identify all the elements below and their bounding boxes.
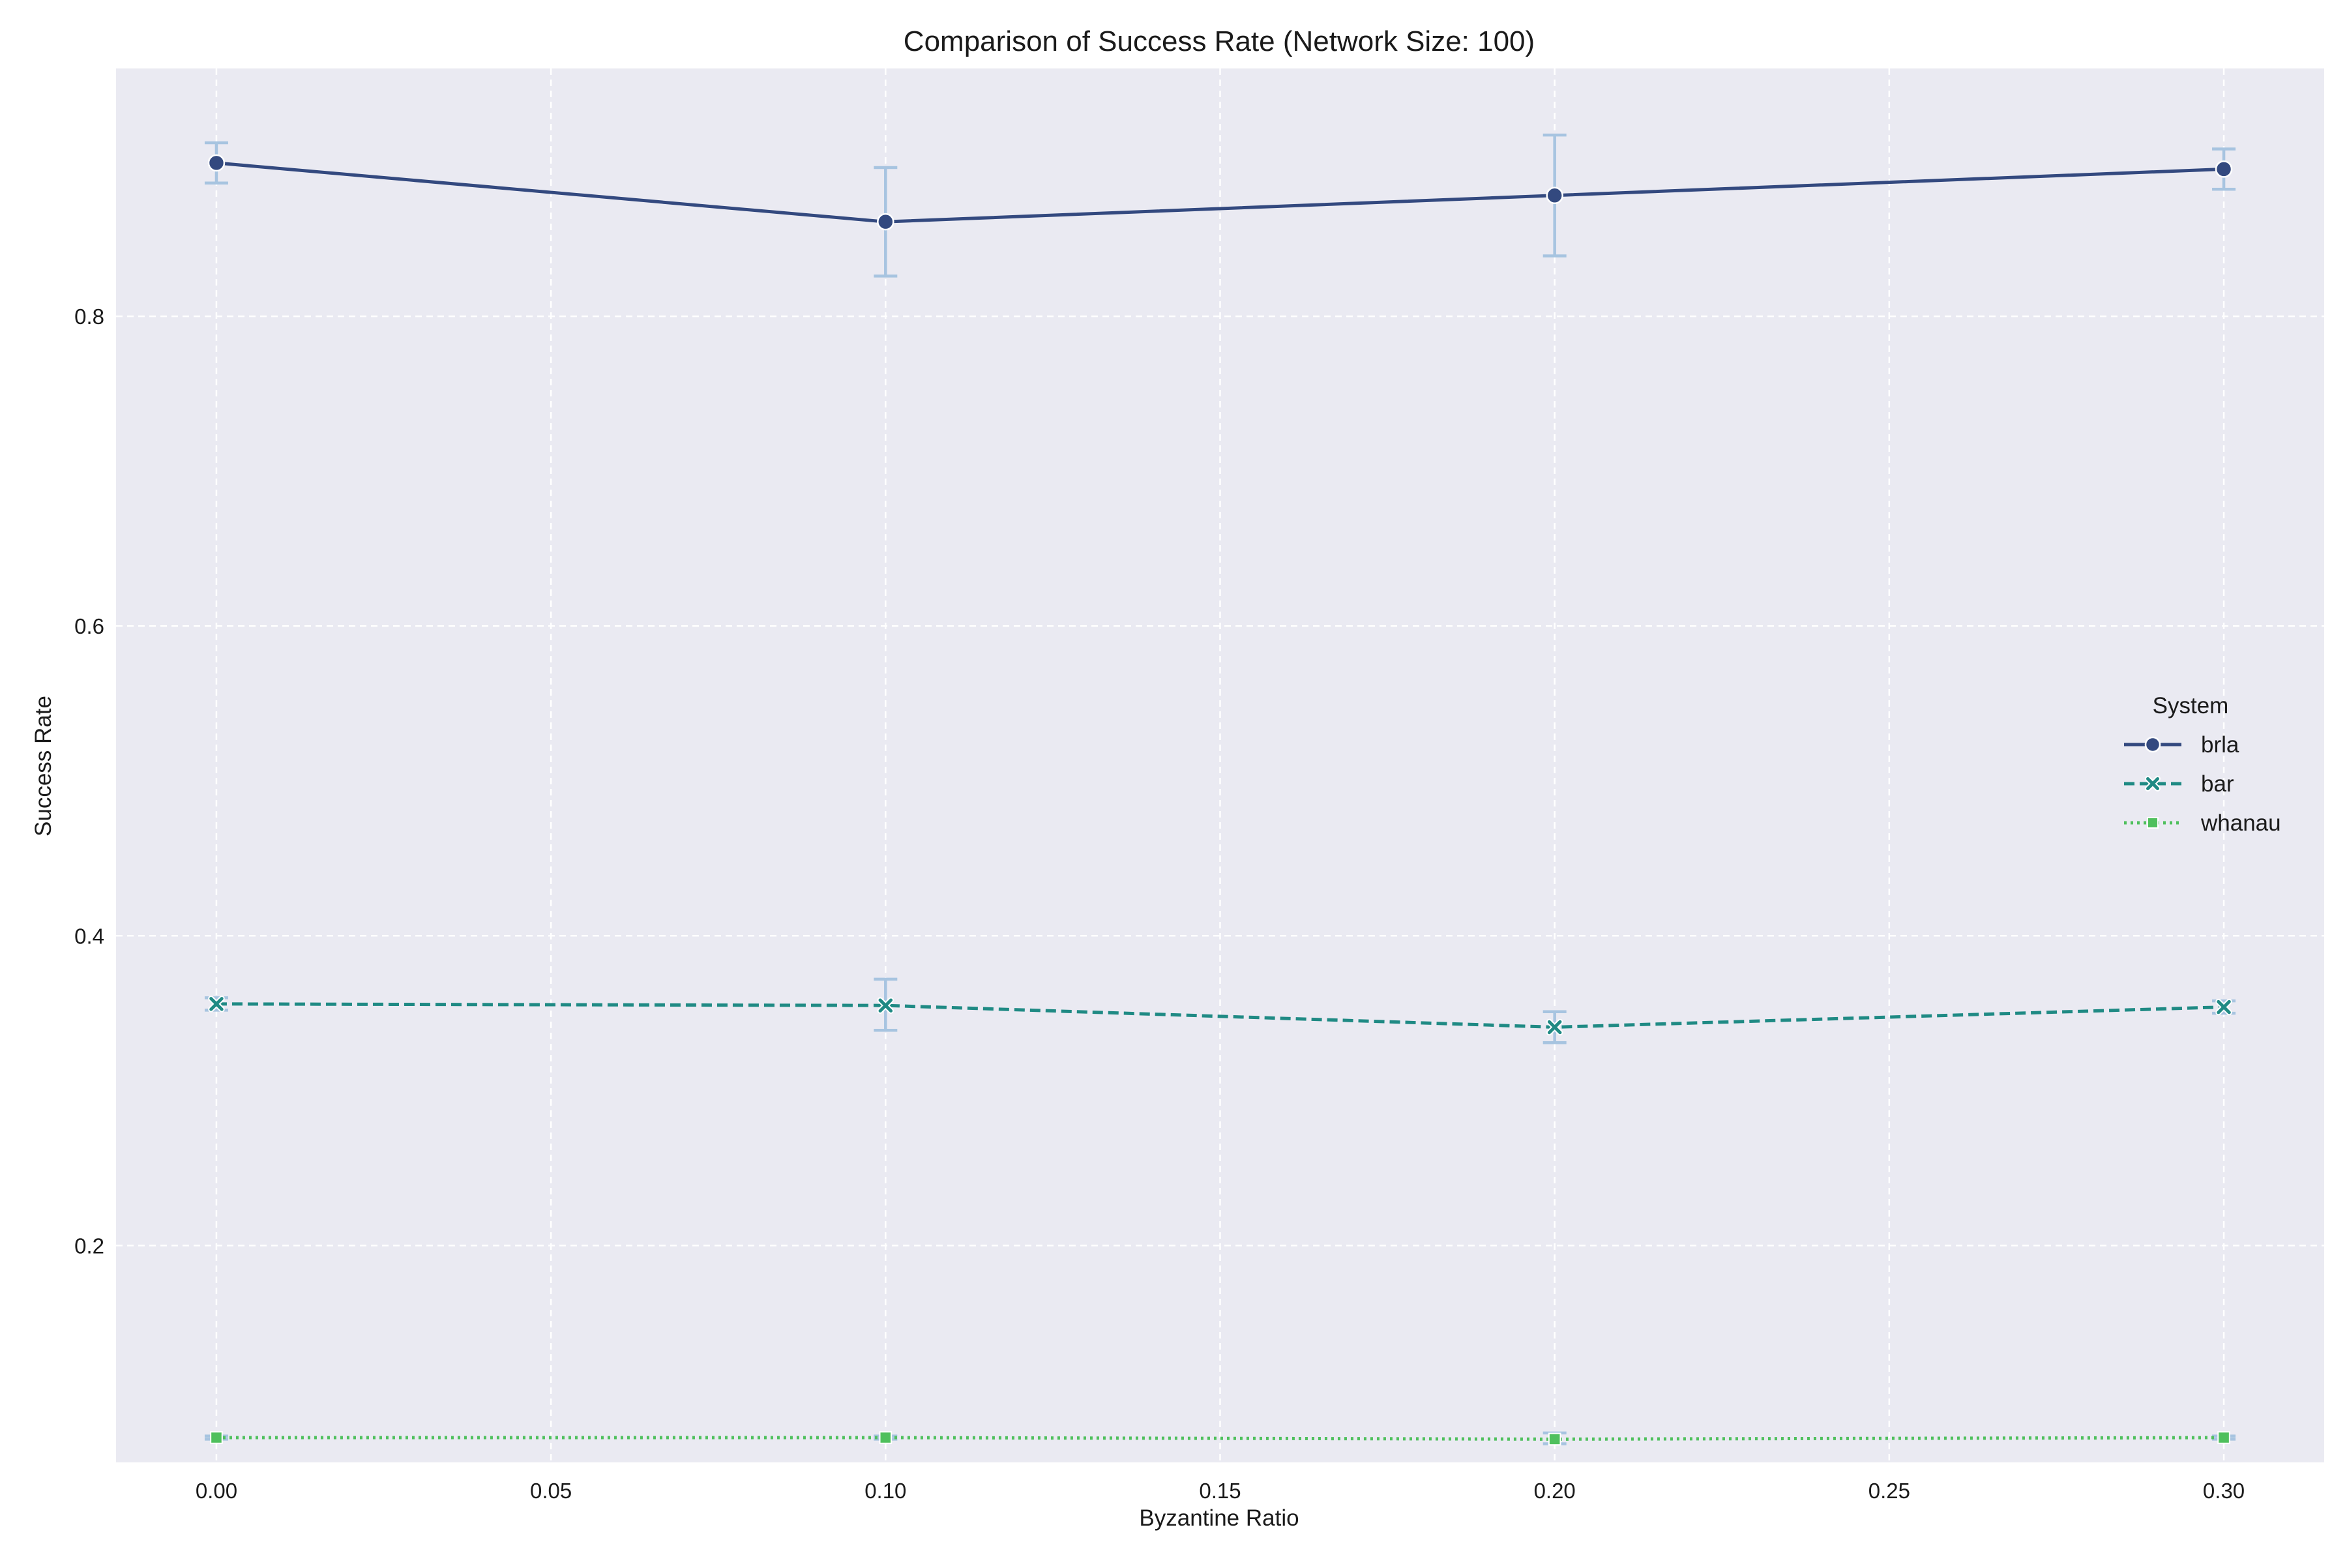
y-axis-label: Success Rate [31,696,56,836]
marker-x [1547,1020,1562,1035]
x-tick-label: 0.30 [2203,1479,2245,1503]
marker-x [2217,999,2231,1014]
legend-label: brla [2201,732,2239,758]
x-tick-label: 0.00 [196,1479,237,1503]
legend-item-brla: brla [2124,732,2239,758]
x-tick-label: 0.10 [864,1479,906,1503]
x-tick-label: 0.25 [1868,1479,1910,1503]
series-markers [207,154,2233,1446]
y-tick-label: 0.2 [74,1234,104,1258]
x-tick-label: 0.20 [1534,1479,1576,1503]
marker-circle [2144,736,2161,753]
x-tick-label: 0.05 [530,1479,572,1503]
y-tick-label: 0.8 [74,304,104,329]
plot-area [116,68,2324,1462]
x-tick-label: 0.15 [1199,1479,1241,1503]
marker-x [209,997,224,1011]
marker-square [210,1431,223,1444]
marker-circle [207,154,226,172]
series-lines [216,161,2224,1441]
grid [116,68,2324,1462]
chart-title: Comparison of Success Rate (Network Size… [904,25,1535,57]
x-axis-label: Byzantine Ratio [1139,1505,1299,1531]
legend-item-whanau: whanau [2124,810,2281,836]
marker-square [2217,1431,2230,1444]
legend-title: System [2153,693,2229,718]
tick-labels: 0.00 0.05 0.10 0.15 0.20 0.25 0.30 0.2 0.4 0.6 0.8 [74,304,2245,1503]
y-tick-label: 0.4 [74,924,104,948]
series-line-bar [216,1002,2224,1029]
series-line-whanau [216,1436,2224,1441]
marker-square [879,1431,893,1444]
marker-x [878,998,893,1013]
marker-circle [1546,186,1563,205]
marker-x [2146,777,2159,790]
legend-label: bar [2201,771,2234,797]
series-line-brla [216,161,2224,224]
y-tick-label: 0.6 [74,614,104,638]
legend-item-bar: bar [2124,771,2234,797]
marker-square [1548,1432,1561,1446]
legend: System brla bar whanau [2124,693,2281,836]
marker-circle [2215,160,2233,178]
legend-items: brla bar whanau [2124,732,2281,836]
legend-label: whanau [2200,810,2281,836]
marker-square [2147,817,2159,829]
marker-circle [877,213,894,231]
